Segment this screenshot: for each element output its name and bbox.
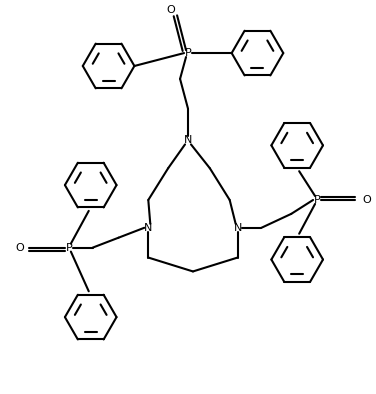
Text: P: P bbox=[314, 195, 320, 205]
Text: N: N bbox=[233, 223, 242, 233]
Text: O: O bbox=[167, 6, 176, 15]
Text: P: P bbox=[185, 48, 191, 58]
Text: P: P bbox=[65, 243, 72, 253]
Text: N: N bbox=[144, 223, 153, 233]
Text: N: N bbox=[184, 136, 192, 145]
Text: O: O bbox=[362, 195, 371, 205]
Text: O: O bbox=[15, 243, 24, 253]
